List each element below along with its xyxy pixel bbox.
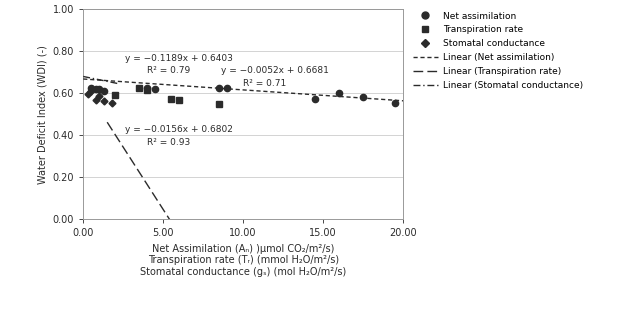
Text: y = −0.1189x + 0.6403: y = −0.1189x + 0.6403: [125, 54, 233, 63]
Text: R² = 0.71: R² = 0.71: [243, 79, 287, 88]
Text: R² = 0.93: R² = 0.93: [147, 138, 191, 147]
Text: R² = 0.79: R² = 0.79: [147, 66, 191, 75]
Text: y = −0.0052x + 0.6681: y = −0.0052x + 0.6681: [221, 66, 329, 75]
Y-axis label: Water Deficit Index (WDI) (-): Water Deficit Index (WDI) (-): [37, 45, 47, 184]
Text: y = −0.0156x + 0.6802: y = −0.0156x + 0.6802: [125, 125, 233, 134]
Legend: Net assimilation, Transpiration rate, Stomatal conductance, Linear (Net assimila: Net assimilation, Transpiration rate, St…: [411, 10, 586, 92]
X-axis label: Net Assimilation (Aₙ) )μmol CO₂/m²/s)
Transpiration rate (Tᵣ) (mmol H₂O/m²/s)
St: Net Assimilation (Aₙ) )μmol CO₂/m²/s) Tr…: [140, 244, 346, 277]
